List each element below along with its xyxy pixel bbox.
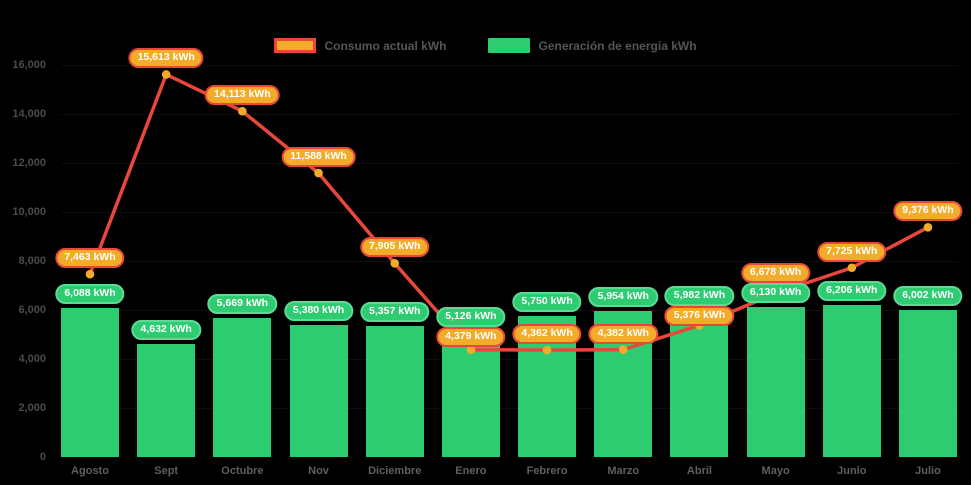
x-tick-label-febrero: Febrero bbox=[526, 465, 568, 477]
x-tick-label-agosto: Agosto bbox=[71, 465, 109, 477]
consumo-value-label-marzo: 4,382 kWh bbox=[588, 323, 658, 344]
consumo-marker-enero bbox=[466, 345, 476, 355]
x-tick-label-abril: Abril bbox=[686, 465, 712, 477]
x-tick-label-enero: Enero bbox=[455, 465, 487, 477]
bar-nov bbox=[289, 325, 348, 457]
consumo-value-label-agosto: 7,463 kWh bbox=[55, 248, 125, 269]
generacion-value-label-diciembre: 5,357 kWh bbox=[360, 301, 430, 322]
y-tick-label: 4,000 bbox=[18, 353, 46, 365]
generacion-value-label-octubre: 5,669 kWh bbox=[207, 294, 278, 315]
gridline bbox=[61, 114, 959, 115]
x-tick-label-diciembre: Diciembre bbox=[368, 465, 422, 477]
y-tick-label: 0 bbox=[39, 451, 46, 463]
generacion-value-label-febrero: 5,750 kWh bbox=[512, 292, 582, 313]
generacion-value-label-enero: 5,126 kWh bbox=[436, 307, 506, 328]
gridline bbox=[61, 408, 959, 409]
y-tick-label: 6,000 bbox=[18, 304, 46, 316]
legend-label-generacion: Generación de energía kWh bbox=[538, 38, 697, 53]
bar-agosto bbox=[61, 307, 119, 457]
consumo-value-label-abril: 5,376 kWh bbox=[664, 306, 735, 327]
consumo-value-label-octubre: 14,113 kWh bbox=[205, 85, 280, 106]
consumo-value-label-enero: 4,379 kWh bbox=[436, 327, 506, 348]
consumo-marker-nov bbox=[314, 168, 323, 178]
consumo-marker-julio bbox=[923, 222, 933, 232]
y-tick-label: 8,000 bbox=[18, 255, 46, 267]
gridline bbox=[61, 163, 959, 164]
x-tick-label-mayo: Mayo bbox=[761, 465, 790, 477]
bar-sept bbox=[137, 343, 196, 457]
generacion-bar-swatch-icon bbox=[488, 38, 531, 53]
y-tick-label: 10,000 bbox=[12, 206, 46, 218]
generacion-value-label-abril: 5,982 kWh bbox=[664, 286, 735, 307]
x-tick-label-marzo: Marzo bbox=[607, 465, 640, 477]
bar-abril bbox=[670, 310, 729, 457]
consumo-value-label-diciembre: 7,905 kWh bbox=[360, 237, 430, 258]
consumo-marker-marzo bbox=[618, 345, 628, 354]
legend-label-consumo: Consumo actual kWh bbox=[324, 38, 447, 53]
x-tick-label-octubre: Octubre bbox=[221, 465, 264, 477]
consumo-marker-octubre bbox=[238, 106, 247, 116]
consumo-value-label-febrero: 4,362 kWh bbox=[512, 324, 582, 345]
y-tick-label: 14,000 bbox=[12, 108, 46, 120]
y-tick-label: 2,000 bbox=[18, 402, 46, 414]
consumo-value-label-sept: 15,613 kWh bbox=[128, 48, 204, 69]
generacion-value-label-agosto: 6,088 kWh bbox=[55, 283, 125, 304]
x-tick-label-julio: Julio bbox=[915, 465, 941, 477]
bar-julio bbox=[898, 309, 957, 457]
consumo-line-swatch-icon bbox=[274, 38, 317, 53]
consumo-value-label-mayo: 6,678 kWh bbox=[740, 262, 811, 283]
consumo-marker-febrero bbox=[542, 345, 552, 355]
consumo-value-label-nov: 11,588 kWh bbox=[281, 147, 356, 168]
bar-mayo bbox=[746, 306, 805, 457]
gridline bbox=[61, 261, 959, 262]
y-tick-label: 12,000 bbox=[12, 157, 46, 169]
legend-item-generacion[interactable]: Generación de energía kWh bbox=[488, 38, 697, 53]
bar-diciembre bbox=[365, 325, 424, 457]
generacion-value-label-julio: 6,002 kWh bbox=[893, 285, 963, 306]
gridline bbox=[61, 65, 959, 66]
generacion-value-label-marzo: 5,954 kWh bbox=[588, 287, 658, 308]
consumo-marker-diciembre bbox=[390, 259, 400, 268]
consumo-value-label-julio: 9,376 kWh bbox=[893, 201, 963, 222]
chart-legend: Consumo actual kWh Generación de energía… bbox=[0, 38, 971, 53]
consumo-marker-agosto bbox=[85, 269, 95, 279]
consumo-value-label-junio: 7,725 kWh bbox=[817, 241, 887, 262]
generacion-value-label-nov: 5,380 kWh bbox=[283, 301, 354, 322]
consumo-marker-junio bbox=[847, 263, 857, 273]
x-tick-label-nov: Nov bbox=[308, 465, 329, 477]
gridline bbox=[61, 359, 959, 360]
bar-octubre bbox=[213, 318, 272, 457]
generacion-value-label-junio: 6,206 kWh bbox=[817, 280, 887, 301]
bar-junio bbox=[822, 304, 881, 457]
generacion-value-label-mayo: 6,130 kWh bbox=[740, 282, 811, 303]
gridline bbox=[61, 310, 959, 311]
consumo-marker-sept bbox=[161, 70, 171, 79]
x-tick-label-junio: Junio bbox=[837, 465, 867, 477]
y-tick-label: 16,000 bbox=[12, 59, 46, 71]
gridline bbox=[61, 212, 959, 213]
x-tick-label-sept: Sept bbox=[154, 465, 179, 477]
legend-item-consumo[interactable]: Consumo actual kWh bbox=[274, 38, 446, 53]
generacion-value-label-sept: 4,632 kWh bbox=[131, 319, 201, 340]
